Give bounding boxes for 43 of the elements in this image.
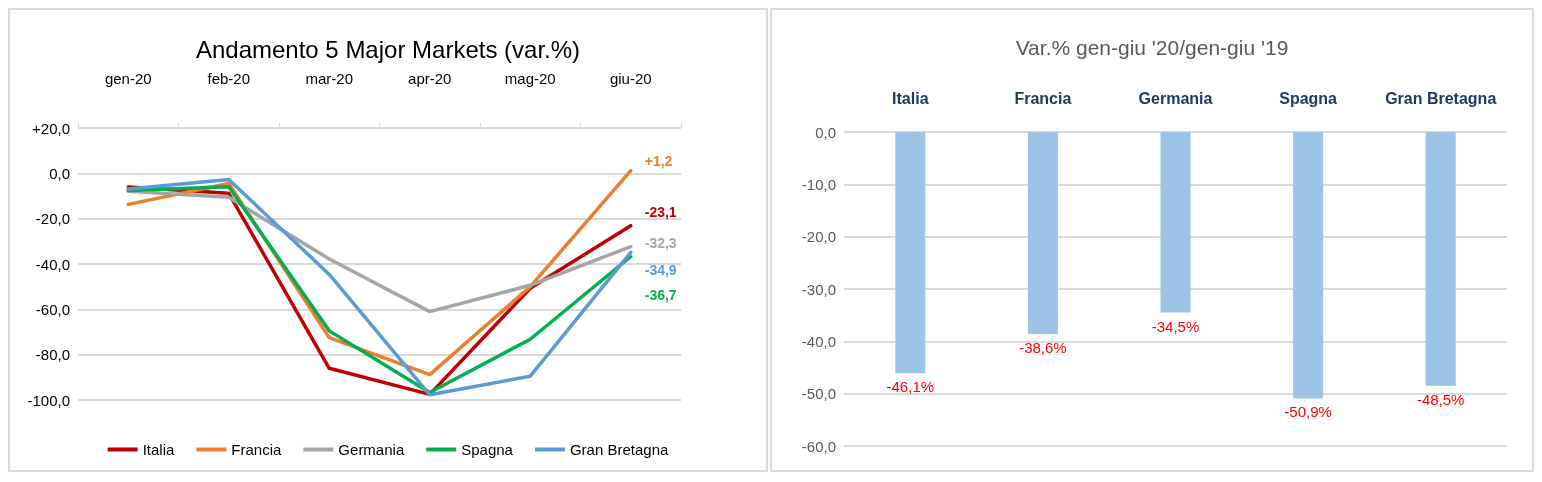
chart-title: Andamento 5 Major Markets (var.%) [195,35,581,63]
x-tick-label: feb-20 [207,70,251,87]
y-tick-label: -40,0 [35,255,70,273]
data-label: -50,9% [1284,403,1332,421]
legend-label: Francia [231,441,283,458]
y-tick-label: -80,0 [35,346,70,364]
x-tick-label: apr-20 [408,70,452,87]
x-tick-label: Gran Bretagna [1385,89,1497,107]
x-tick-label: Germania [1138,89,1213,107]
y-tick-label: -30,0 [801,280,836,298]
x-tick-label: Italia [892,89,929,107]
x-tick-label: mar-20 [305,70,354,87]
chart-title: Var.% gen-giu '20/gen-giu '19 [1015,36,1289,59]
y-tick-label: -100,0 [27,391,70,409]
y-tick-label: 0,0 [49,164,70,182]
legend-label: Italia [142,441,176,458]
data-label: +1,2 [644,152,673,169]
y-tick-label: -10,0 [801,175,836,193]
legend-label: Spagna [461,441,514,458]
x-tick-label: giu-20 [609,70,652,87]
x-tick-label: Spagna [1279,89,1338,107]
y-tick-label: -50,0 [801,385,836,403]
legend-label: Germania [338,441,405,458]
data-label: -23,1 [644,203,677,220]
data-label: -34,5% [1151,317,1200,335]
y-tick-label: 0,0 [815,123,836,141]
y-tick-label: -20,0 [801,228,836,246]
data-label: -36,7 [644,286,677,303]
x-tick-label: gen-20 [104,70,152,87]
line-series [126,189,633,314]
x-tick-label: Francia [1014,89,1072,107]
data-label: -46,1% [886,378,935,396]
data-label: -32,3 [644,234,677,251]
x-tick-label: mag-20 [504,70,556,87]
y-tick-label: -20,0 [35,210,70,228]
data-label: -34,9 [644,262,677,279]
data-label: -38,6% [1019,339,1067,357]
y-tick-label: -40,0 [801,332,836,350]
y-tick-label: -60,0 [801,437,836,455]
y-tick-label: +20,0 [32,119,70,137]
y-tick-label: -60,0 [35,300,70,318]
legend-label: Gran Bretagna [569,441,669,458]
data-label: -48,5% [1416,390,1465,408]
